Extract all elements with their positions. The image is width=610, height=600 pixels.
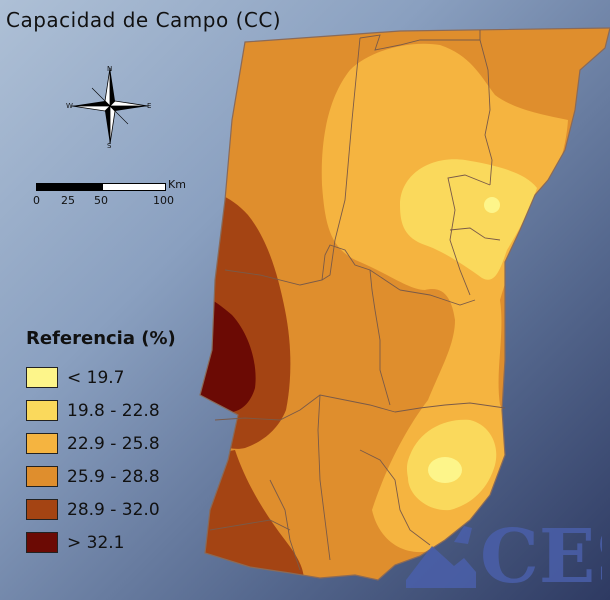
scale-tick-100: 100 [153, 194, 174, 207]
compass-south: S [107, 142, 112, 150]
scale-unit: Km [168, 178, 186, 191]
legend-label: < 19.7 [67, 367, 125, 388]
legend-swatch [26, 466, 58, 487]
legend-swatch [26, 532, 58, 553]
scale-tick-50: 50 [94, 194, 108, 207]
scale-bar: Km 0 25 50 100 [30, 178, 200, 208]
legend-item: 25.9 - 28.8 [26, 460, 176, 493]
scale-segment-light [102, 183, 166, 191]
region-outline [199, 27, 610, 581]
legend-swatch [26, 400, 58, 421]
logo-text: CES [480, 514, 602, 590]
scale-tick-25: 25 [61, 194, 75, 207]
legend-item: 28.9 - 32.0 [26, 493, 176, 526]
legend-item: 22.9 - 25.8 [26, 427, 176, 460]
compass-rose-icon: N S E W [66, 65, 151, 150]
zone-gt32 [200, 290, 256, 413]
legend-swatch [26, 433, 58, 454]
legend-label: 25.9 - 28.8 [67, 466, 160, 487]
scale-segment-dark [36, 183, 104, 191]
zone-lt19-north [484, 197, 500, 213]
legend-swatch [26, 499, 58, 520]
compass-east: E [147, 102, 151, 110]
legend-item: 19.8 - 22.8 [26, 394, 176, 427]
map-title: Capacidad de Campo (CC) [6, 8, 282, 32]
legend-title: Referencia (%) [26, 328, 176, 349]
compass-west: W [66, 102, 73, 110]
zone-19-22-north [400, 159, 537, 280]
ces-logo-icon: CES [406, 514, 602, 590]
zone-lt19-south [428, 457, 462, 483]
compass-north: N [107, 65, 112, 73]
legend-label: > 32.1 [67, 532, 125, 553]
scale-tick-0: 0 [33, 194, 40, 207]
legend-item: > 32.1 [26, 526, 176, 559]
legend-item: < 19.7 [26, 361, 176, 394]
department-boundaries [209, 30, 506, 571]
legend-label: 19.8 - 22.8 [67, 400, 160, 421]
legend-label: 22.9 - 25.8 [67, 433, 160, 454]
legend-label: 28.9 - 32.0 [67, 499, 160, 520]
legend: Referencia (%) < 19.7 19.8 - 22.8 22.9 -… [26, 328, 176, 559]
legend-swatch [26, 367, 58, 388]
